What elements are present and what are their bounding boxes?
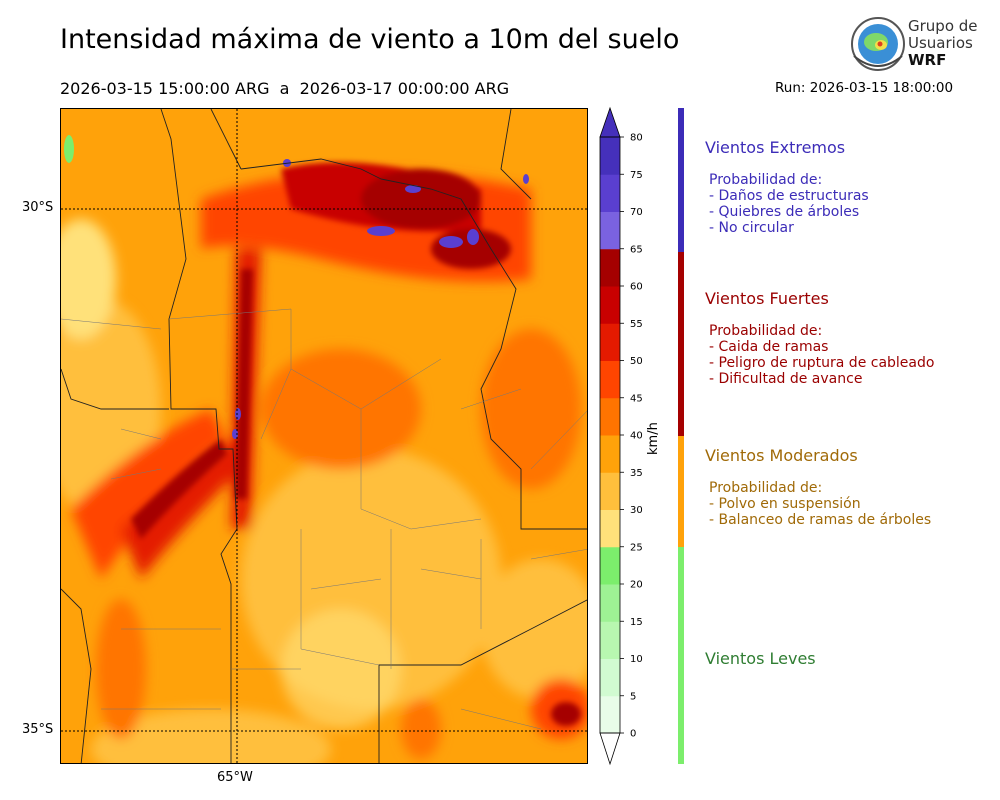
colorbar-tick-label: 25 [630,542,643,553]
colorbar-segment [600,695,620,734]
colorbar-segment [600,323,620,361]
legend-line: - Dificultad de avance [709,371,863,387]
map-title: Intensidad máxima de viento a 10m del su… [60,24,680,55]
legend-title-extremos: Vientos Extremos [705,138,846,157]
legend-title-fuertes: Vientos Fuertes [705,289,829,308]
legend-bar-extremos [678,108,684,252]
legend-line: - Daños de estructuras [709,188,869,204]
longitude-label-65w: 65°W [217,770,253,785]
legend-line: - No circular [709,220,794,236]
legend-bar-leves [678,547,684,764]
colorbar-tick-label: 40 [630,431,643,442]
colorbar-segment [600,621,620,659]
wrf-globe-logo-icon [851,17,905,71]
legend-line: - Polvo en suspensión [709,496,861,512]
legend-bar-moderados [678,436,684,547]
colorbar-segment [600,174,620,212]
colorbar-tick-label: 50 [630,356,643,367]
legend-title-moderados: Vientos Moderados [705,446,858,465]
colorbar-tick-label: 80 [630,133,643,144]
legend-line: - Balanceo de ramas de árboles [709,512,932,528]
legend-body-moderados: Probabilidad de: - Polvo en suspensión -… [709,480,931,528]
wind-map [60,108,588,764]
colorbar-segment [600,360,620,399]
colorbar-segment [600,286,620,324]
colorbar-segment [600,435,620,473]
colorbar-tick-label: 15 [630,617,643,628]
colorbar-tick-label: 65 [630,244,643,255]
forecast-period: 2026-03-15 15:00:00 ARG a 2026-03-17 00:… [60,79,510,98]
colorbar-segment [600,248,620,287]
colorbar-segment [600,509,620,548]
colorbar-segment [600,658,620,697]
logo-line-1: Grupo de [908,17,978,35]
colorbar-tick-label: 45 [630,393,643,404]
colorbar-tick-label: 60 [630,282,643,293]
colorbar-unit: km/h [646,422,661,455]
legend-line: - Peligro de ruptura de cableado [709,355,935,371]
colorbar-tick-label: 30 [630,505,643,516]
wind-field [61,109,587,763]
legend-line: Probabilidad de: [709,323,823,339]
latitude-label-30s: 30°S [22,200,54,215]
legend-bar-fuertes [678,252,684,436]
colorbar-tick-label: 5 [630,691,636,702]
colorbar-segment [600,397,620,436]
colorbar-tick-label: 55 [630,319,643,330]
legend-line: Probabilidad de: [709,480,823,496]
colorbar-tick-label: 10 [630,654,643,665]
legend-line: - Caida de ramas [709,339,829,355]
legend-line: - Quiebres de árboles [709,204,860,220]
latitude-label-35s: 35°S [22,722,54,737]
legend-body-extremos: Probabilidad de: - Daños de estructuras … [709,172,869,236]
colorbar-segment [600,137,620,175]
logo-line-3: WRF [908,51,947,69]
legend-line: Probabilidad de: [709,172,823,188]
colorbar-segment [600,211,620,250]
colorbar-segment [600,546,620,585]
colorbar-extend-min [599,732,621,766]
colorbar-tick-label: 35 [630,468,643,479]
legend-body-fuertes: Probabilidad de: - Caida de ramas - Peli… [709,323,934,387]
colorbar-extend-max [599,106,621,138]
colorbar-tick-label: 75 [630,170,643,181]
colorbar-tick-label: 70 [630,207,643,218]
run-timestamp: Run: 2026-03-15 18:00:00 [775,80,954,96]
logo-text: Grupo de Usuarios WRF [908,18,978,69]
colorbar: 0 5 10 15 20 25 30 35 40 45 50 55 60 65 70 75 80 [599,106,643,766]
legend-title-leves: Vientos Leves [705,649,816,668]
colorbar-tick-label: 20 [630,580,643,591]
logo-line-2: Usuarios [908,34,973,52]
colorbar-tick-label: 0 [630,729,636,740]
colorbar-segment [600,472,620,510]
colorbar-segment [600,584,620,622]
